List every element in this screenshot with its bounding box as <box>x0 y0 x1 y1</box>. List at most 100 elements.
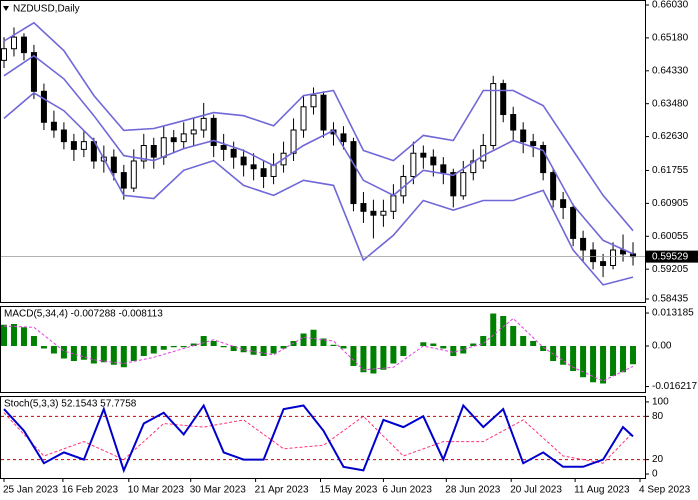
macd-title: MACD(5,34,4) -0.007288 -0.008113 <box>4 309 163 320</box>
macd-bar <box>510 326 517 346</box>
macd-bar <box>520 336 527 346</box>
candle-body <box>130 160 137 189</box>
y-tick-label: 80 <box>652 411 664 422</box>
macd-bar <box>330 344 337 346</box>
stoch-panel <box>0 396 646 479</box>
macd-bar <box>580 346 587 378</box>
candle-body <box>420 152 427 158</box>
macd-bar <box>480 336 487 346</box>
candle-body <box>150 145 157 158</box>
macd-bar <box>460 346 467 354</box>
candle-body <box>140 145 147 162</box>
macd-bar <box>600 346 607 384</box>
macd-bar <box>30 336 37 346</box>
y-tick-label: 0.62630 <box>652 131 689 142</box>
candle-body <box>600 261 607 266</box>
macd-bar <box>590 346 597 383</box>
x-tick-label: 30 Mar 2023 <box>190 485 247 496</box>
macd-bar <box>20 327 27 346</box>
candle-body <box>440 164 447 174</box>
macd-bar <box>220 346 227 348</box>
candle-body <box>610 249 617 266</box>
candle-body <box>350 141 357 205</box>
y-tick-label: 0 <box>652 469 658 480</box>
candle-body <box>160 137 167 158</box>
x-tick-label: 10 Mar 2023 <box>128 485 185 496</box>
macd-bar <box>140 346 147 356</box>
macd-bar <box>70 346 77 361</box>
candle-body <box>570 206 577 239</box>
candle-body <box>410 152 417 177</box>
macd-bar <box>0 324 7 346</box>
macd-bar <box>400 346 407 356</box>
x-tick-label: 28 Jun 2023 <box>445 485 500 496</box>
macd-bar <box>320 338 327 346</box>
candle-body <box>20 36 27 54</box>
candle-body <box>540 145 547 174</box>
x-tick-label: 21 Apr 2023 <box>255 485 309 496</box>
macd-bar <box>160 346 167 350</box>
macd-bar <box>130 346 137 361</box>
candle-body <box>320 94 327 131</box>
macd-bar <box>100 346 107 363</box>
y-tick-label: 0.66030 <box>652 0 689 11</box>
macd-bar <box>620 346 627 373</box>
candle-body <box>490 83 497 147</box>
candle-body <box>70 141 77 150</box>
y-tick-label: 0.64330 <box>652 65 689 76</box>
x-tick-label: 20 Jul 2023 <box>510 485 562 496</box>
candle-body <box>510 114 517 131</box>
candle-body <box>10 36 17 50</box>
candle-body <box>260 168 267 177</box>
macd-bar <box>170 346 177 348</box>
candle-body <box>580 237 587 251</box>
macd-bar <box>360 346 367 373</box>
candle-body <box>190 129 197 135</box>
candle-body <box>430 156 437 166</box>
y-tick-label: -0.016217 <box>652 381 697 392</box>
y-tick-label: 20 <box>652 454 664 465</box>
candle-body <box>60 129 67 143</box>
candle-body <box>450 172 457 197</box>
macd-bar <box>490 313 497 346</box>
macd-bar <box>300 333 307 346</box>
candle-body <box>40 90 47 123</box>
y-tick-label: 100 <box>652 397 669 408</box>
candle-body <box>170 137 177 143</box>
macd-bar <box>560 346 567 365</box>
macd-signal <box>3 317 634 382</box>
macd-bar <box>150 346 157 354</box>
candle-body <box>80 141 87 150</box>
x-tick-label: 25 Jan 2023 <box>3 485 58 496</box>
y-tick-label: 0.59205 <box>652 264 689 275</box>
candle-body <box>590 249 597 263</box>
y-tick-label: 0.63480 <box>652 98 689 109</box>
candle-body <box>360 203 367 212</box>
macd-bar <box>530 341 537 346</box>
candle-body <box>220 145 227 150</box>
macd-bar <box>260 346 267 356</box>
x-tick-label: 4 Sep 2023 <box>639 485 691 496</box>
macd-bar <box>60 346 67 359</box>
bollinger-lower <box>3 91 634 286</box>
candle-body <box>180 133 187 143</box>
candle-body <box>300 106 307 131</box>
main-panel <box>0 0 646 303</box>
macd-bar <box>240 346 247 353</box>
chart-title: NZDUSD,Daily <box>13 4 80 15</box>
macd-bar <box>210 341 217 346</box>
candle-body <box>110 156 117 174</box>
candle-body <box>470 160 477 174</box>
macd-bar <box>390 346 397 364</box>
candle-body <box>370 210 377 216</box>
x-tick-label: 11 Aug 2023 <box>574 485 630 496</box>
candle-body <box>210 117 217 147</box>
candle-body <box>0 48 7 61</box>
y-tick-label: 0.58435 <box>652 294 689 305</box>
macd-bar <box>310 329 317 346</box>
macd-bar <box>570 346 577 371</box>
y-tick-label: 0.013185 <box>652 308 694 319</box>
macd-bar <box>200 336 207 346</box>
